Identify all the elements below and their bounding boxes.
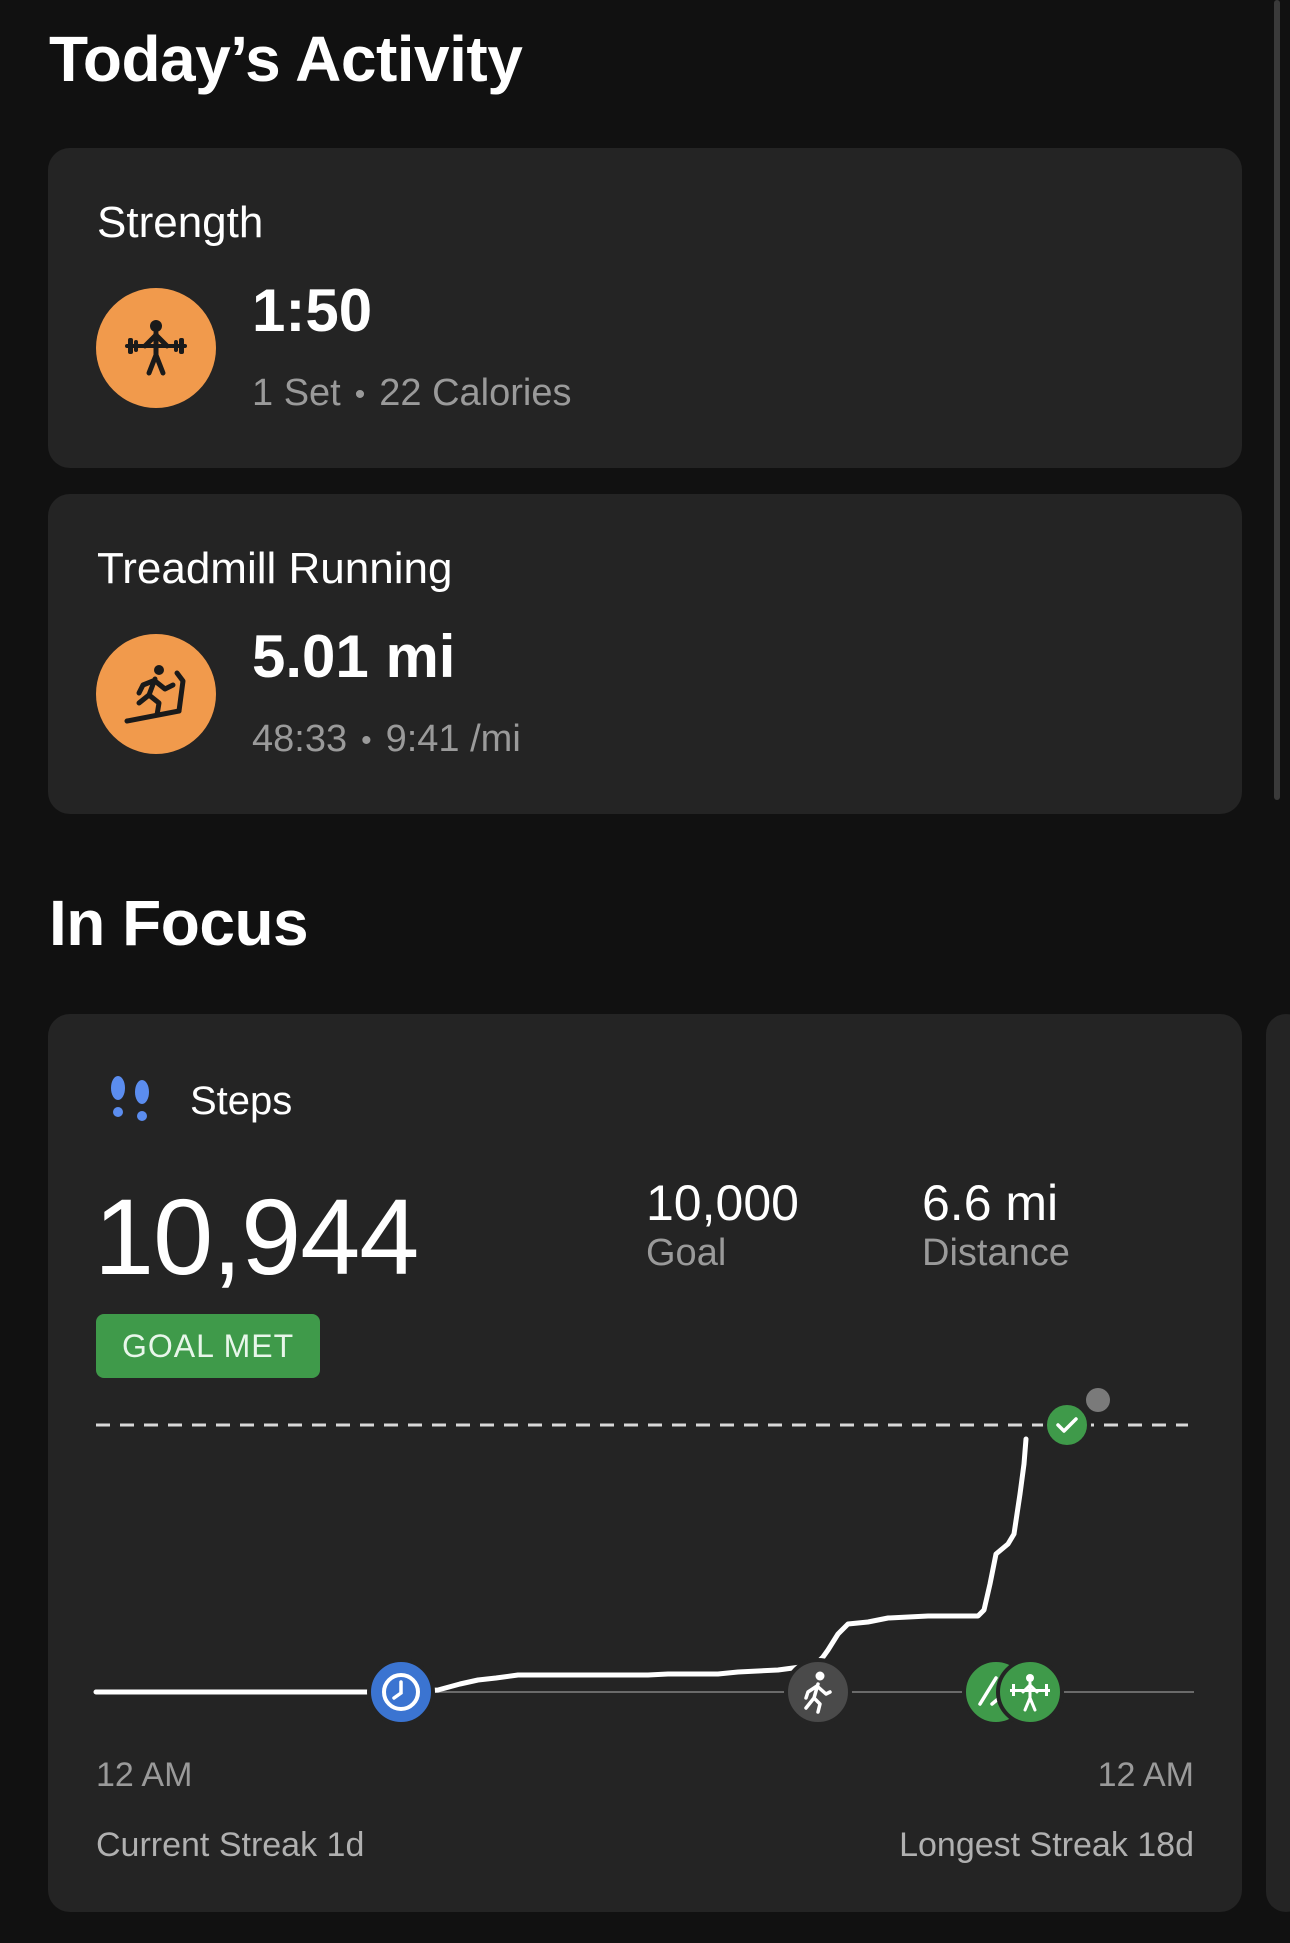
strength-training-icon bbox=[996, 1658, 1064, 1726]
current-streak: Current Streak 1d bbox=[96, 1826, 365, 1864]
walking-icon bbox=[784, 1658, 852, 1726]
in-focus-heading: In Focus bbox=[49, 887, 309, 959]
current-position-dot bbox=[1086, 1388, 1110, 1412]
scrollbar[interactable] bbox=[1274, 0, 1280, 800]
steps-count: 10,944 bbox=[94, 1176, 419, 1297]
goal-met-badge: GOAL MET bbox=[96, 1314, 321, 1378]
sleep-clock-icon bbox=[367, 1658, 435, 1726]
strength-calories: 22 Calories bbox=[379, 372, 572, 414]
treadmill-details: 48:33 • 9:41 /mi bbox=[252, 718, 521, 761]
strength-duration: 1:50 bbox=[252, 277, 373, 344]
treadmill-distance: 5.01 mi bbox=[252, 623, 456, 690]
steps-focus-card[interactable]: Steps 10,944 10,000 Goal 6.6 mi Distance… bbox=[48, 1014, 1242, 1912]
longest-streak: Longest Streak 18d bbox=[899, 1826, 1194, 1864]
activity-name: Treadmill Running bbox=[97, 544, 453, 593]
treadmill-running-icon bbox=[96, 634, 216, 754]
goal-label: Goal bbox=[646, 1232, 727, 1274]
footprints-icon bbox=[106, 1074, 154, 1129]
strength-training-icon bbox=[96, 288, 216, 408]
treadmill-activity-card[interactable]: Treadmill Running 5.01 mi 48:33 • 9:41 /mi bbox=[48, 494, 1242, 814]
next-focus-card[interactable] bbox=[1266, 1014, 1290, 1912]
goal-check-icon bbox=[1043, 1401, 1091, 1449]
cumulative-steps-line bbox=[93, 1436, 1029, 1695]
treadmill-pace: 9:41 /mi bbox=[385, 718, 521, 760]
separator-dot: • bbox=[361, 723, 372, 757]
strength-details: 1 Set • 22 Calories bbox=[252, 372, 571, 415]
axis-end-label: 12 AM bbox=[1097, 1756, 1194, 1794]
distance-value: 6.6 mi bbox=[922, 1175, 1059, 1231]
distance-label: Distance bbox=[922, 1232, 1070, 1274]
separator-dot: • bbox=[354, 377, 366, 411]
axis-start-label: 12 AM bbox=[96, 1756, 193, 1794]
treadmill-duration: 48:33 bbox=[252, 718, 348, 760]
goal-value: 10,000 bbox=[646, 1175, 799, 1231]
strength-sets: 1 Set bbox=[252, 372, 341, 414]
activity-name: Strength bbox=[97, 198, 264, 247]
todays-activity-heading: Today’s Activity bbox=[49, 23, 523, 95]
steps-progress-chart bbox=[93, 1388, 1194, 1726]
steps-label: Steps bbox=[190, 1079, 293, 1123]
strength-activity-card[interactable]: Strength 1:50 1 Set • 22 Calories bbox=[48, 148, 1242, 468]
steps-card-header: Steps bbox=[106, 1074, 292, 1129]
